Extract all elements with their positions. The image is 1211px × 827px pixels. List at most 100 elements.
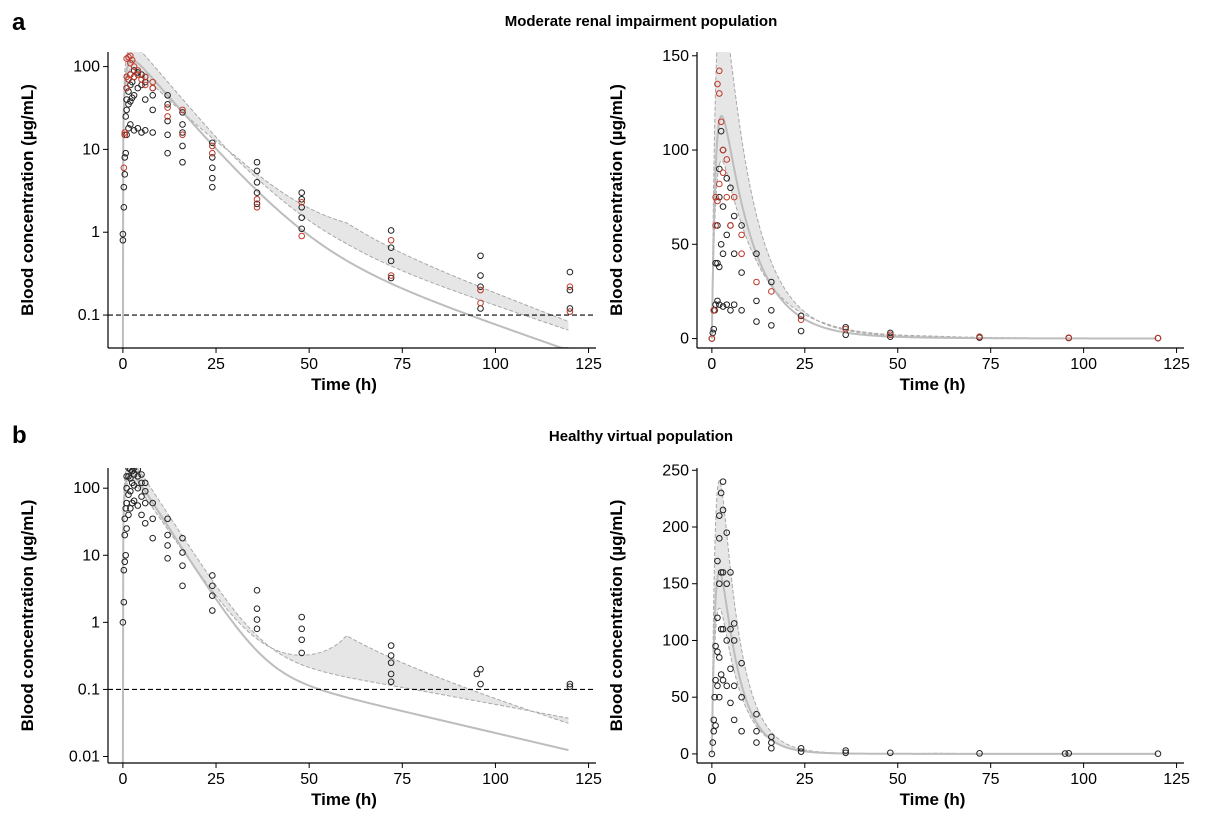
data-point-simulated xyxy=(127,98,134,105)
x-tick-label: 50 xyxy=(300,356,318,373)
data-point-simulated xyxy=(887,333,894,340)
data-point-observed xyxy=(723,156,731,163)
median-line xyxy=(710,570,1157,755)
data-point-simulated xyxy=(253,179,261,186)
data-point-simulated xyxy=(253,167,261,175)
y-tick-label: 0.1 xyxy=(78,307,100,324)
data-point-observed xyxy=(164,113,171,120)
data-point-simulated xyxy=(714,557,721,565)
prediction-band xyxy=(711,480,1157,754)
data-point-simulated xyxy=(477,252,484,260)
x-tick-label: 125 xyxy=(575,356,602,373)
data-point-observed xyxy=(298,198,306,206)
x-tick-label: 125 xyxy=(575,771,602,788)
x-tick-label: 25 xyxy=(207,771,225,788)
data-point-simulated xyxy=(119,230,127,238)
y-tick-label: 100 xyxy=(73,59,100,76)
data-point-simulated xyxy=(134,484,142,492)
data-point-simulated xyxy=(149,499,156,507)
data-point-simulated xyxy=(730,212,738,220)
data-point-simulated xyxy=(727,625,734,633)
data-point-simulated xyxy=(164,131,171,139)
chart-b-linear: 0 25 50 75 100 125 0 50 100 150 200 250 Time (h) Bloo… xyxy=(607,462,1190,809)
data-point-observed xyxy=(164,104,171,111)
y-tick-label: 50 xyxy=(671,689,689,706)
data-point-simulated xyxy=(134,468,142,473)
data-point-simulated xyxy=(887,329,894,337)
data-point-simulated xyxy=(753,250,760,258)
data-point-observed xyxy=(723,193,731,201)
data-point-simulated xyxy=(121,515,129,523)
data-point-simulated xyxy=(738,269,745,276)
band-upper-edge xyxy=(122,468,569,763)
data-point-observed xyxy=(714,80,721,88)
data-point-simulated xyxy=(127,487,134,495)
data-point-simulated xyxy=(716,693,723,701)
data-point-simulated xyxy=(149,129,156,136)
data-point-simulated xyxy=(753,318,760,325)
data-point-observed xyxy=(123,84,130,92)
data-point-observed xyxy=(727,222,734,229)
data-point-simulated xyxy=(716,301,723,308)
data-point-simulated xyxy=(130,127,138,134)
data-point-simulated xyxy=(128,461,134,467)
data-point-simulated xyxy=(164,542,171,549)
data-point-observed xyxy=(976,333,983,340)
data-point-simulated xyxy=(141,479,149,487)
x-tick-label: 75 xyxy=(393,771,411,788)
data-point-simulated xyxy=(477,665,484,673)
plot-area-b-log xyxy=(108,461,596,763)
data-point-simulated xyxy=(719,569,727,576)
data-point-simulated xyxy=(209,592,216,599)
data-point-simulated xyxy=(179,158,186,166)
data-point-observed xyxy=(738,250,745,258)
data-point-simulated xyxy=(717,671,725,678)
data-point-simulated xyxy=(209,174,216,182)
data-point-simulated xyxy=(566,268,574,276)
x-tick-label: 100 xyxy=(1070,771,1097,788)
data-point-simulated xyxy=(130,67,138,74)
data-point-simulated xyxy=(141,519,149,527)
x-tick-label: 0 xyxy=(118,356,127,373)
data-point-observed xyxy=(716,67,723,75)
data-point-simulated xyxy=(119,236,127,244)
data-point-observed xyxy=(387,272,395,279)
data-point-simulated xyxy=(727,306,734,314)
data-point-simulated xyxy=(714,259,721,267)
data-point-simulated xyxy=(123,473,130,480)
data-point-simulated xyxy=(723,580,731,588)
data-point-observed xyxy=(141,81,149,89)
x-axis-label: Time (h) xyxy=(311,375,377,394)
data-point-simulated xyxy=(179,562,186,569)
x-tick-label: 0 xyxy=(118,771,127,788)
data-point-simulated xyxy=(125,124,132,132)
data-point-simulated xyxy=(712,642,719,650)
y-tick-label: 0 xyxy=(680,331,689,348)
data-point-observed xyxy=(710,306,718,314)
data-point-simulated xyxy=(714,297,721,305)
data-point-simulated xyxy=(120,203,128,211)
prediction-band xyxy=(711,52,1157,339)
data-point-simulated xyxy=(714,222,721,229)
data-point-simulated xyxy=(730,620,738,627)
data-point-simulated xyxy=(730,250,738,258)
data-point-simulated xyxy=(387,227,395,234)
data-point-simulated xyxy=(714,682,721,690)
data-point-simulated xyxy=(179,534,186,542)
data-point-simulated xyxy=(714,614,721,622)
data-point-simulated xyxy=(387,659,395,667)
data-point-observed xyxy=(712,222,719,229)
data-point-simulated xyxy=(723,637,731,644)
data-point-simulated xyxy=(1154,750,1162,758)
median-line xyxy=(121,59,569,348)
median-line xyxy=(121,473,569,763)
data-point-simulated xyxy=(298,195,306,203)
data-point-simulated xyxy=(127,468,134,473)
data-point-simulated xyxy=(209,582,216,590)
data-point-simulated xyxy=(149,92,156,99)
y-tick-label: 100 xyxy=(662,142,689,159)
data-point-simulated xyxy=(477,272,484,279)
data-point-simulated xyxy=(179,129,186,136)
data-point-simulated xyxy=(149,534,156,542)
data-point-observed xyxy=(128,56,136,64)
